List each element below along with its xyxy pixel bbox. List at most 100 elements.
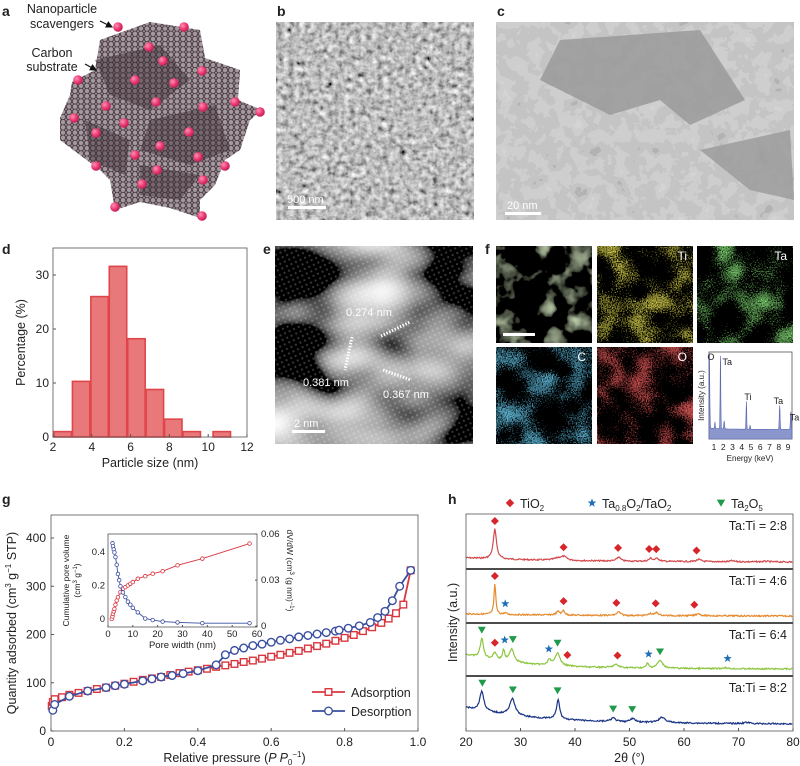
- panel-label-h: h: [448, 491, 457, 507]
- inset-x-tick-label: 40: [202, 629, 213, 640]
- lattice-spacing-label: 0.381 nm: [303, 377, 349, 389]
- text-part: (cm: [72, 583, 82, 597]
- adsorption-point: [267, 652, 276, 661]
- adsorption-point: [258, 654, 267, 663]
- diamond-phase-marker: [614, 543, 623, 552]
- text-part: STP): [5, 532, 19, 564]
- triangle-phase-marker: [508, 636, 517, 643]
- histogram-bar: [53, 430, 73, 438]
- triangle-phase-marker: [477, 626, 486, 634]
- nanoparticle-dot: [184, 127, 194, 137]
- inset-point: [125, 599, 131, 604]
- inset-right-tick-label: 0: [261, 621, 266, 632]
- nanoparticle-dot: [130, 150, 140, 160]
- desorption-point: [387, 596, 397, 606]
- desorption-point: [373, 613, 383, 623]
- inset-left-tick-label: 0.4: [92, 547, 105, 558]
- adsorption-point: [230, 659, 239, 668]
- inset-x-tick-label: 50: [227, 629, 238, 640]
- eds-tick-label: 6: [758, 442, 763, 452]
- xrd-chart: Ta:Ti = 2:8 Ta:Ti = 4:6 Ta:Ti = 6:4 Ta:Ti =…: [446, 497, 800, 765]
- o-map: [597, 347, 693, 444]
- nanoparticle-dot: [113, 22, 123, 32]
- eds-peak-label: Ta: [722, 357, 732, 367]
- nanoparticle-dot: [69, 113, 79, 123]
- star-phase-marker: [501, 599, 510, 608]
- diamond-phase-marker: [490, 638, 499, 647]
- diamond-phase-marker: [645, 545, 654, 554]
- inset-point: [135, 610, 140, 615]
- y-tick-label: 0: [39, 724, 46, 738]
- text-part: −1: [4, 563, 13, 573]
- panel-label-a: a: [2, 3, 10, 19]
- c-map: [496, 347, 592, 444]
- triangle-phase-marker: [478, 679, 487, 687]
- diamond-phase-marker: [692, 546, 701, 555]
- nanoparticle-dot: [255, 107, 265, 117]
- carbon-nanostructure-illustration: [60, 20, 265, 221]
- inset-point: [123, 594, 128, 600]
- text-part: Ta: [731, 497, 744, 511]
- text-part: O: [749, 497, 759, 511]
- eds-plot-frame: [708, 351, 793, 440]
- legend-label: TiO2: [520, 497, 545, 513]
- x-tick-label: 6: [127, 440, 134, 454]
- desorption-point: [303, 630, 313, 640]
- x-tick-label: 4: [88, 440, 95, 454]
- histogram-bar: [163, 418, 183, 438]
- text-part: −1: [292, 750, 302, 759]
- x-tick-label: 0.6: [263, 735, 280, 749]
- composition-label: Ta:Ti = 8:2: [729, 681, 787, 695]
- inset-point: [115, 571, 121, 577]
- eds-spectrum: O Ta Ti Ta Ta 1 2 3 4 5 6 7 8 9 Energy (keV) Intensity …: [697, 351, 799, 463]
- nanoparticle-dots: [69, 22, 265, 221]
- adsorption-point: [313, 642, 322, 651]
- desorption-point: [257, 639, 267, 649]
- nanoparticle-dot: [144, 42, 154, 52]
- diamond-phase-marker: [612, 598, 621, 607]
- desorption-point: [50, 699, 60, 709]
- text-part: g: [72, 573, 82, 580]
- text-part: 5: [758, 504, 763, 513]
- desorption-point: [156, 672, 166, 682]
- inset-left-axis-label: Cumulative pore volume: [61, 534, 71, 626]
- text-part: 2: [667, 504, 672, 513]
- nanoparticle-dot: [230, 97, 240, 107]
- inset-right-tick-label: 0.03: [261, 575, 280, 586]
- nanoparticle-dot: [91, 128, 101, 138]
- y-tick-label: 20: [36, 322, 50, 336]
- nanoparticle-dot: [169, 78, 179, 88]
- x-tick-label: 80: [786, 735, 800, 749]
- adsorption-point: [349, 630, 358, 639]
- legend-marker: [324, 706, 334, 716]
- y-tick-label: 200: [26, 628, 46, 642]
- text-part: ): [72, 563, 82, 566]
- text-part: 2: [636, 504, 641, 513]
- x-tick-label: 2: [50, 440, 57, 454]
- adsorption-point: [384, 614, 393, 623]
- histogram-bar: [145, 388, 165, 438]
- text-part: TiO: [520, 497, 540, 511]
- y-tick-label: 400: [26, 531, 46, 545]
- x-tick-label: 8: [166, 440, 173, 454]
- diamond-phase-marker: [613, 651, 622, 660]
- diamond-phase-marker: [490, 572, 499, 580]
- inset-point: [112, 550, 117, 555]
- adsorption-point: [340, 633, 349, 642]
- nanoparticle-scavengers-label-line2: scavengers: [30, 17, 94, 31]
- inset-left-tick-label: 0: [100, 614, 105, 625]
- panel-label-f: f: [485, 241, 490, 257]
- desorption-point: [395, 581, 405, 591]
- nanoparticle-dot: [197, 66, 207, 76]
- scale-bar: [292, 430, 325, 433]
- desorption-point: [380, 606, 390, 616]
- eds-tick-label: 5: [749, 442, 754, 452]
- adsorption-point: [285, 648, 294, 657]
- triangle-phase-marker: [553, 687, 562, 695]
- text-part: Ta: [602, 497, 615, 511]
- lattice-spacing-label: 0.274 nm: [346, 307, 392, 319]
- x-tick-label: 10: [202, 440, 216, 454]
- eds-tick-label: 3: [730, 442, 735, 452]
- legend-marker-triangle: [716, 499, 726, 507]
